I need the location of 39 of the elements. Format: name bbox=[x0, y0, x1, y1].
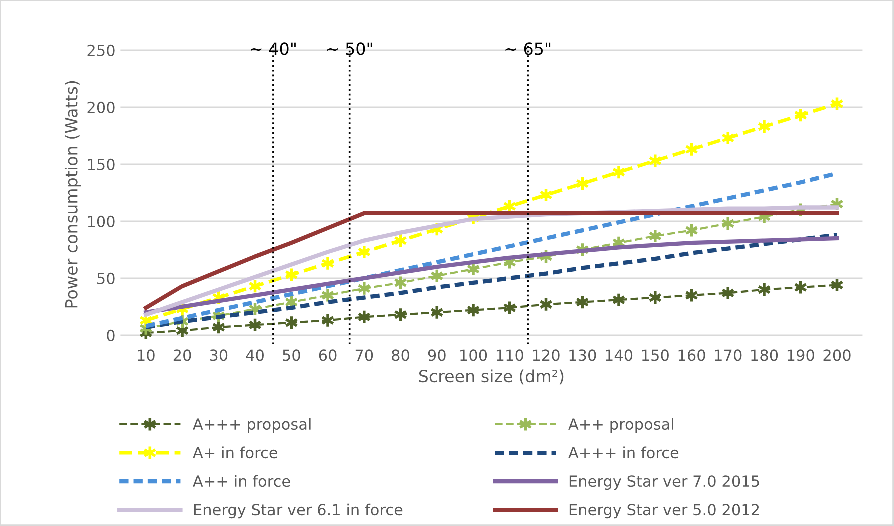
x-tick-label: 160 bbox=[678, 350, 706, 362]
annotation: ~ 40" bbox=[251, 42, 296, 56]
x-tick-label: 190 bbox=[788, 350, 814, 362]
y-tick-label: 100 bbox=[88, 216, 115, 228]
legend-label: Energy Star ver 6.1 in force bbox=[194, 504, 403, 519]
x-tick-label: 50 bbox=[283, 350, 300, 362]
x-tick-label: 10 bbox=[138, 350, 155, 362]
legend-label: A+ in force bbox=[193, 446, 278, 459]
y-axis-title: Power consumption (Watts) bbox=[64, 81, 82, 308]
x-tick-label: 40 bbox=[246, 350, 264, 362]
x-tick-label: 20 bbox=[174, 350, 192, 362]
legend-label: A++ in force bbox=[193, 475, 290, 488]
y-tick-label: 250 bbox=[88, 44, 115, 56]
x-tick-label: 90 bbox=[428, 350, 446, 362]
x-tick-label: 140 bbox=[606, 350, 633, 362]
x-tick-label: 70 bbox=[356, 350, 374, 362]
x-tick-label: 200 bbox=[824, 350, 851, 362]
x-tick-label: 170 bbox=[715, 350, 742, 362]
x-tick-label: 150 bbox=[642, 350, 669, 362]
y-tick-label: 50 bbox=[98, 272, 115, 284]
x-tick-label: 180 bbox=[752, 350, 778, 362]
y-tick-label: 200 bbox=[88, 102, 115, 114]
x-tick-label: 80 bbox=[392, 350, 410, 362]
legend-label: Energy Star ver 5.0 2012 bbox=[570, 504, 760, 519]
x-tick-label: 130 bbox=[570, 350, 596, 362]
x-tick-label: 100 bbox=[460, 350, 488, 362]
x-tick-label: 30 bbox=[210, 350, 228, 362]
x-tick-label: 120 bbox=[533, 350, 560, 362]
legend-label: A+++ in force bbox=[568, 446, 679, 459]
annotation: ~ 50" bbox=[328, 42, 372, 56]
legend-label: A+++ proposal bbox=[193, 418, 311, 434]
x-axis-title: Screen size (dm²) bbox=[419, 370, 564, 385]
x-tick-label: 60 bbox=[319, 350, 337, 362]
legend-label: Energy Star ver 7.0 2015 bbox=[570, 476, 760, 490]
x-tick-label: 110 bbox=[496, 350, 524, 362]
annotation: ~ 65" bbox=[506, 42, 551, 56]
y-tick-label: 0 bbox=[107, 330, 115, 342]
legend-label: A++ proposal bbox=[568, 418, 674, 434]
y-tick-label: 150 bbox=[88, 158, 115, 170]
